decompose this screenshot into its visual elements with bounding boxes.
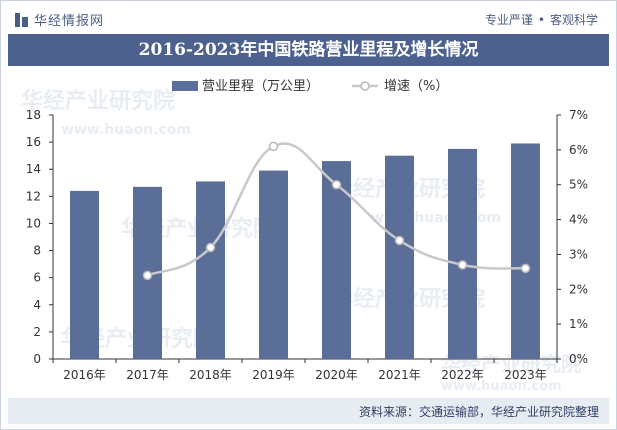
y-right-tick-label: 4%: [569, 213, 588, 227]
y-right-tick-label: 1%: [569, 317, 588, 331]
y-right-tick-label: 2%: [569, 282, 588, 296]
y-left-tick-label: 6: [33, 271, 41, 285]
header-bar: 华经情报网 专业严谨 • 客观科学: [1, 1, 616, 35]
chart-title: 2016-2023年中国铁路营业里程及增长情况: [138, 40, 479, 60]
watermark-url: www.huaon.com: [441, 379, 562, 394]
source-note: 资料来源：交通运输部，华经产业研究院整理: [358, 405, 599, 419]
x-tick-label: 2023年: [504, 368, 547, 382]
legend: 营业里程（万公里） 增速（%）: [172, 79, 448, 94]
legend-line-label: 增速（%）: [384, 79, 448, 94]
line-point: [205, 242, 216, 253]
y-left-tick-label: 10: [26, 216, 41, 230]
x-tick-label: 2018年: [189, 368, 232, 382]
watermarks: 华经产业研究院 www.huaon.com 华经产业研究院 www.huaon.…: [21, 88, 581, 394]
y-left-tick-label: 4: [33, 298, 41, 312]
line-point: [331, 179, 342, 190]
bar-series: [70, 143, 540, 359]
legend-line-marker: [360, 81, 370, 91]
bar: [322, 161, 351, 359]
x-tick-label: 2017年: [126, 368, 169, 382]
y-left-tick-label: 14: [26, 162, 41, 176]
bar: [385, 155, 414, 359]
x-tick-label: 2020年: [315, 368, 358, 382]
y-right-tick-label: 5%: [569, 178, 588, 192]
line-point: [520, 263, 531, 274]
line-point: [142, 270, 153, 281]
slogan-dot: •: [537, 13, 545, 27]
slogan-left: 专业严谨: [484, 13, 533, 27]
legend-bar-label: 营业里程（万公里）: [202, 79, 319, 94]
y-left-tick-label: 0: [33, 352, 41, 366]
bar: [196, 181, 225, 359]
y-right-tick-label: 3%: [569, 247, 588, 261]
axes: 0 2 4 6 8 10 12 14 16 18 0% 1% 2% 3% 4% 5% 6% 7% 2016年 2017…: [26, 108, 588, 382]
x-tick-label: 2016年: [63, 368, 106, 382]
chart-plot: 华经产业研究院 www.huaon.com 华经产业研究院 www.huaon.…: [21, 79, 588, 394]
footer: 资料来源：交通运输部，华经产业研究院整理: [8, 398, 609, 424]
bar: [511, 143, 540, 359]
x-tick-label: 2019年: [252, 368, 295, 382]
y-left-tick-label: 18: [26, 108, 41, 122]
y-left-tick-label: 16: [26, 135, 41, 149]
line-point: [394, 235, 405, 246]
y-left-tick-label: 2: [33, 325, 41, 339]
brand-name: 华经情报网: [34, 14, 105, 29]
bar: [70, 190, 99, 359]
bar: [259, 170, 288, 359]
y-left-tick-label: 12: [26, 189, 41, 203]
x-tick-label: 2022年: [441, 368, 484, 382]
y-right-tick-label: 0%: [569, 352, 588, 366]
y-left-tick-label: 8: [33, 244, 41, 258]
brand: 华经情报网: [15, 10, 104, 29]
bar: [448, 148, 477, 359]
watermark-url: www.huaon.com: [61, 122, 191, 138]
line-series: [142, 141, 531, 281]
line-point: [457, 260, 468, 270]
slogan: 专业严谨 • 客观科学: [485, 11, 598, 28]
watermark-text: 华经产业研究院: [21, 88, 175, 114]
x-tick-label: 2021年: [378, 368, 421, 382]
legend-bar-swatch: [172, 81, 198, 91]
y-right-tick-label: 7%: [569, 108, 588, 122]
title-bar: 2016-2023年中国铁路营业里程及增长情况: [8, 34, 609, 66]
line-point: [268, 141, 279, 152]
brand-logo-icon: [15, 12, 28, 27]
y-right-tick-label: 6%: [569, 143, 588, 157]
slogan-right: 客观科学: [549, 13, 598, 27]
